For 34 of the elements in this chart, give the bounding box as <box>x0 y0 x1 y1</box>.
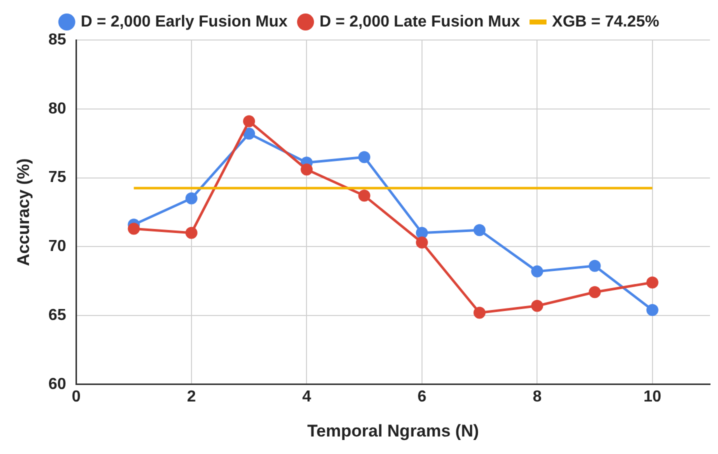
point <box>243 128 256 140</box>
x-tick-label: 8 <box>532 388 542 406</box>
x-tick-label: 6 <box>417 388 426 406</box>
point <box>588 286 601 298</box>
point <box>646 276 658 288</box>
point <box>531 300 544 312</box>
y-tick-label: 85 <box>48 31 66 48</box>
point <box>358 190 370 202</box>
x-tick-label: 10 <box>643 388 662 406</box>
x-tick-label: 4 <box>302 388 312 406</box>
point <box>588 260 601 272</box>
y-axis-title: Accuracy (%) <box>14 158 33 266</box>
point <box>358 151 370 164</box>
point <box>646 304 658 316</box>
point <box>243 115 256 128</box>
x-tick-label: 0 <box>72 388 81 406</box>
point <box>416 236 428 249</box>
x-axis-title: Temporal Ngrams (N) <box>307 421 479 440</box>
point <box>531 265 544 278</box>
point <box>474 224 486 236</box>
point <box>185 192 198 204</box>
legend-label: D = 2,000 Late Fusion Mux <box>320 13 520 30</box>
legend-label: D = 2,000 Early Fusion Mux <box>80 13 288 30</box>
x-tick-label: 2 <box>186 388 196 406</box>
point <box>128 222 140 235</box>
legend-label: XGB = 74.25% <box>552 13 660 30</box>
y-tick-label: 60 <box>48 376 66 393</box>
y-tick-label: 65 <box>48 306 66 324</box>
y-tick-label: 70 <box>48 238 66 256</box>
y-tick-label: 75 <box>48 169 66 186</box>
point <box>474 306 486 319</box>
point <box>300 163 313 176</box>
point <box>185 226 198 239</box>
y-tick-label: 80 <box>48 100 66 118</box>
